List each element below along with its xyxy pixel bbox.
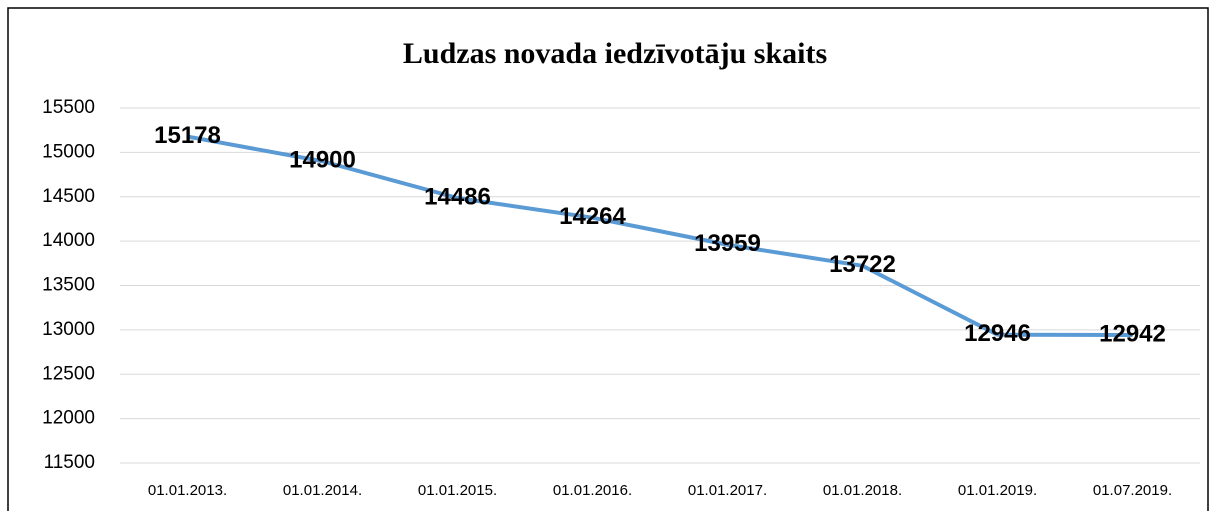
x-tick-label: 01.01.2019. <box>958 482 1037 499</box>
y-tick-label: 15500 <box>42 97 95 118</box>
y-tick-label: 14000 <box>42 230 95 251</box>
data-label: 13959 <box>694 230 761 257</box>
x-tick-label: 01.01.2014. <box>283 482 362 499</box>
x-tick-label: 01.07.2019. <box>1093 482 1172 499</box>
chart-title: Ludzas novada iedzīvotāju skaits <box>403 37 827 70</box>
data-label: 14900 <box>289 147 356 174</box>
data-label: 14264 <box>559 203 626 230</box>
data-label: 12946 <box>964 320 1031 347</box>
y-tick-label: 12000 <box>42 408 95 429</box>
y-tick-label: 12500 <box>42 363 95 384</box>
data-label: 13722 <box>829 251 896 278</box>
y-tick-label: 13000 <box>42 319 95 340</box>
y-tick-label: 13500 <box>42 275 95 296</box>
y-tick-label: 14500 <box>42 186 95 207</box>
data-label: 14486 <box>424 183 491 210</box>
y-tick-label: 15000 <box>42 141 95 162</box>
line-series <box>187 134 1133 338</box>
data-label: 12942 <box>1099 320 1166 347</box>
x-tick-label: 01.01.2018. <box>823 482 902 499</box>
x-tick-label: 01.01.2016. <box>553 482 632 499</box>
x-tick-label: 01.01.2015. <box>418 482 497 499</box>
y-tick-label: 11500 <box>44 452 95 473</box>
chart-frame <box>7 7 1209 511</box>
data-label: 15178 <box>154 122 221 149</box>
x-tick-label: 01.01.2013. <box>148 482 227 499</box>
x-tick-label: 01.01.2017. <box>688 482 767 499</box>
